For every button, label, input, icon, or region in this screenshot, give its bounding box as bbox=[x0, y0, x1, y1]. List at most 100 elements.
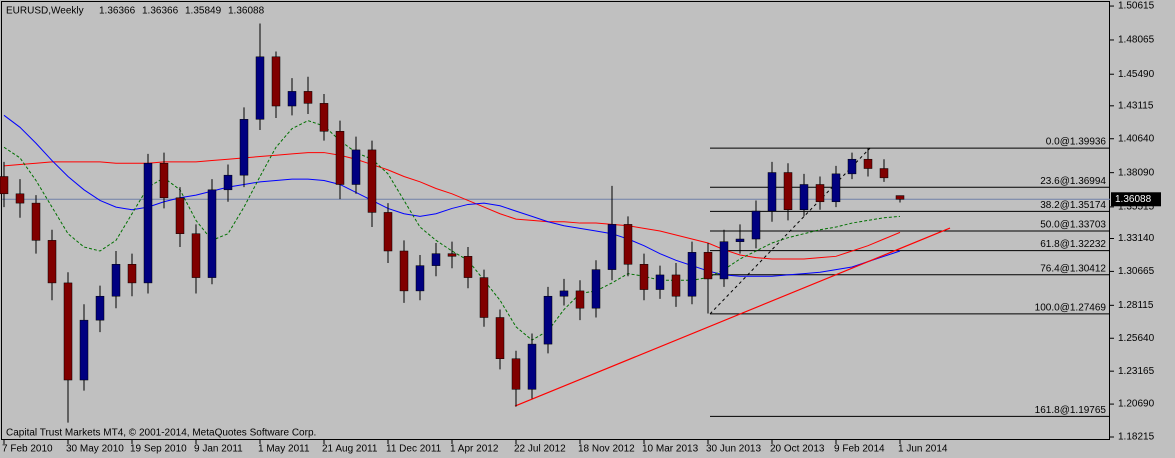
candle-body bbox=[319, 103, 329, 132]
candle-body bbox=[767, 172, 777, 212]
candle-body bbox=[447, 253, 457, 257]
candle-body bbox=[495, 317, 505, 359]
x-tick-label: 30 Jun 2013 bbox=[706, 444, 761, 455]
candle-body bbox=[127, 264, 137, 284]
y-tick-label: 1.43115 bbox=[1118, 100, 1154, 111]
plot-frame bbox=[1, 1, 1110, 440]
current-price-label: 1.36088 bbox=[1115, 194, 1152, 205]
header-open: 1.36366 bbox=[99, 6, 136, 17]
chart-title: EURUSD,Weekly bbox=[6, 6, 84, 17]
x-tick-label: 1 May 2011 bbox=[258, 444, 310, 455]
candle-body bbox=[367, 149, 377, 213]
candle-body bbox=[863, 158, 873, 169]
candle-body bbox=[831, 173, 841, 203]
candle-body bbox=[591, 269, 601, 309]
candle-body bbox=[847, 158, 857, 175]
candle-body bbox=[47, 240, 57, 284]
candle-body bbox=[95, 295, 105, 321]
fib-label: 61.8@1.32232 bbox=[1040, 239, 1106, 250]
candle-body bbox=[607, 224, 617, 270]
candle-body bbox=[335, 131, 345, 185]
candle-body bbox=[63, 282, 73, 381]
candle-body bbox=[287, 91, 297, 107]
moving-average bbox=[3, 114, 901, 277]
y-tick-label: 1.30665 bbox=[1118, 266, 1155, 277]
candle-body bbox=[463, 256, 473, 278]
candle-body bbox=[703, 252, 713, 280]
y-tick-label: 1.28115 bbox=[1118, 300, 1154, 311]
y-tick-label: 1.33140 bbox=[1118, 233, 1155, 244]
candle-body bbox=[111, 264, 121, 297]
x-tick-label: 18 Nov 2012 bbox=[578, 444, 635, 455]
candle-body bbox=[159, 162, 169, 199]
fib-label: 23.6@1.36994 bbox=[1040, 176, 1106, 187]
candle-body bbox=[175, 197, 185, 234]
candle-body bbox=[543, 295, 553, 345]
y-tick-label: 1.23165 bbox=[1118, 366, 1155, 377]
candle-body bbox=[79, 319, 89, 381]
y-tick-label: 1.45490 bbox=[1118, 69, 1155, 80]
x-tick-label: 7 Feb 2010 bbox=[2, 444, 53, 455]
candle-body bbox=[735, 238, 745, 242]
fib-label: 161.8@1.19765 bbox=[1035, 405, 1107, 416]
candle-body bbox=[143, 162, 153, 284]
x-tick-label: 19 Sep 2010 bbox=[130, 444, 187, 455]
candle-body bbox=[351, 149, 361, 185]
candle-body bbox=[687, 252, 697, 297]
x-tick-label: 9 Feb 2014 bbox=[834, 444, 885, 455]
candle-body bbox=[511, 358, 521, 390]
x-tick-label: 22 Jul 2012 bbox=[514, 444, 566, 455]
candle-body bbox=[527, 343, 537, 390]
header-high: 1.36366 bbox=[142, 6, 179, 17]
moving-average bbox=[3, 152, 901, 260]
candle-body bbox=[783, 172, 793, 211]
header-close: 1.36088 bbox=[228, 6, 265, 17]
candle-body bbox=[575, 290, 585, 309]
candle-body bbox=[623, 224, 633, 265]
candle-body bbox=[479, 277, 489, 318]
y-tick-label: 1.50615 bbox=[1118, 1, 1155, 12]
candle-body bbox=[895, 195, 905, 200]
candle-body bbox=[399, 250, 409, 292]
fib-label: 100.0@1.27469 bbox=[1035, 303, 1107, 314]
candle-body bbox=[751, 210, 761, 240]
candle-body bbox=[255, 56, 265, 120]
candle-body bbox=[239, 119, 249, 176]
y-tick-label: 1.25640 bbox=[1118, 333, 1155, 344]
candle-body bbox=[815, 184, 825, 203]
fib-label: 0.0@1.39936 bbox=[1046, 137, 1107, 148]
y-tick-label: 1.35515 bbox=[1118, 202, 1155, 213]
fib-label: 38.2@1.35174 bbox=[1040, 200, 1106, 211]
candle-body bbox=[15, 193, 25, 204]
fib-label: 50.0@1.33703 bbox=[1040, 220, 1106, 231]
candle-body bbox=[383, 212, 393, 252]
candle-body bbox=[31, 202, 41, 241]
x-tick-label: 1 Jun 2014 bbox=[898, 444, 948, 455]
candle-body bbox=[223, 174, 233, 191]
candle-body bbox=[639, 264, 649, 290]
header-low: 1.35849 bbox=[185, 6, 222, 17]
current-price-box bbox=[1111, 192, 1161, 207]
candle-body bbox=[879, 168, 889, 179]
footer: Capital Trust Markets MT4, © 2001-2014, … bbox=[6, 428, 316, 439]
x-tick-label: 10 Mar 2013 bbox=[642, 444, 699, 455]
candle-body bbox=[271, 56, 281, 107]
y-tick-label: 1.38090 bbox=[1118, 167, 1155, 178]
x-tick-label: 9 Jan 2011 bbox=[194, 444, 243, 455]
moving-average bbox=[3, 120, 901, 341]
plot: 0.0@1.39936 23.6@1.36994 38.2@1.35174 50.0@… bbox=[0, 23, 1110, 423]
y-tick-label: 1.18215 bbox=[1118, 432, 1155, 443]
x-tick-label: 20 Oct 2013 bbox=[770, 444, 825, 455]
x-tick-label: 30 May 2010 bbox=[66, 444, 124, 455]
candle-body bbox=[0, 176, 9, 195]
x-tick-label: 1 Apr 2012 bbox=[450, 444, 499, 455]
y-tick-label: 1.48065 bbox=[1118, 35, 1155, 46]
x-tick-label: 21 Aug 2011 bbox=[322, 444, 378, 455]
candle-body bbox=[719, 241, 729, 280]
candle-body bbox=[415, 265, 425, 292]
candle-body bbox=[671, 274, 681, 297]
candle-body bbox=[799, 184, 809, 211]
candle-body bbox=[191, 233, 201, 278]
